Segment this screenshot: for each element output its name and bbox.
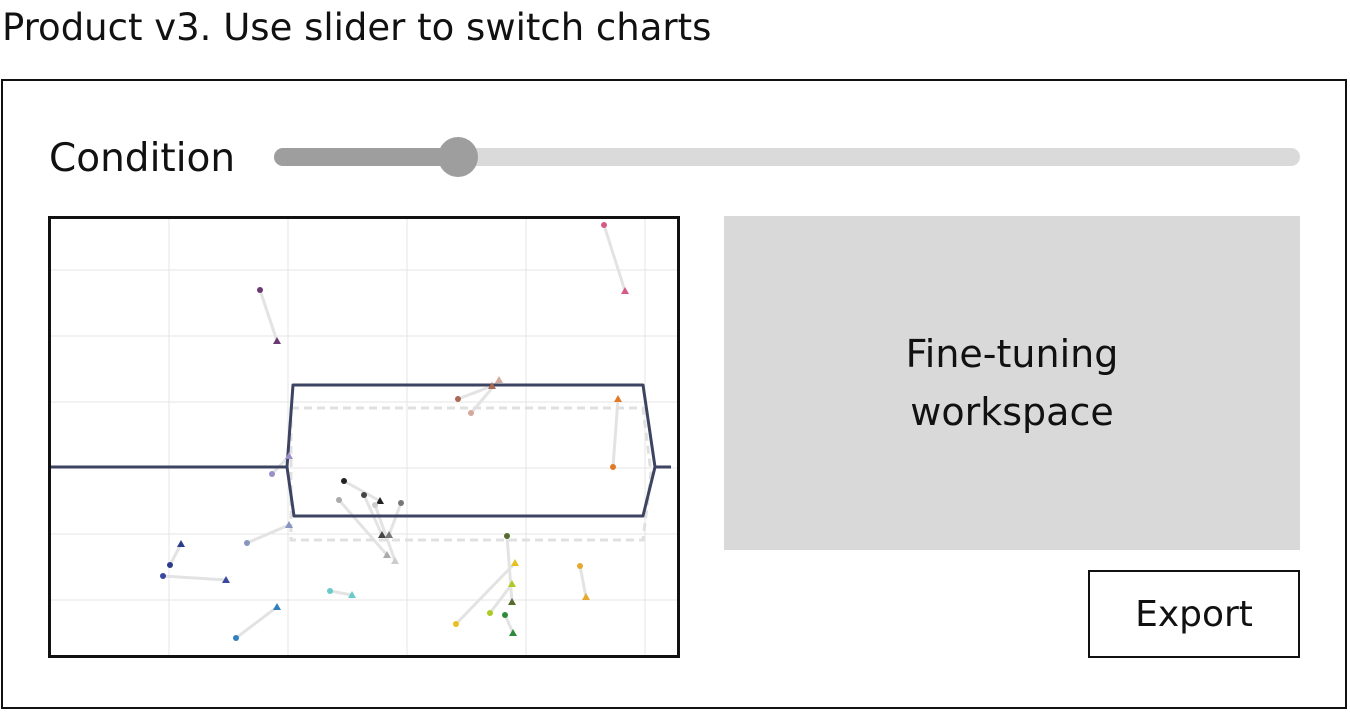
point-circle-9 [336,497,342,503]
point-triangle-1 [273,337,281,344]
point-circle-12 [167,562,173,568]
chart-boxes [51,383,671,542]
point-triangle-6 [376,497,384,504]
point-triangle-14 [348,591,356,598]
point-circle-18 [487,610,493,616]
chart-links [162,224,627,640]
condition-label: Condition [49,136,236,181]
pair-link-10 [373,504,397,562]
point-triangle-16 [508,598,516,605]
point-circle-6 [341,478,347,484]
point-circle-3 [468,410,474,416]
slider-track[interactable] [274,148,1300,166]
point-circle-7 [361,492,367,498]
point-circle-4 [610,464,616,470]
point-circle-10 [372,502,378,508]
point-triangle-4 [614,395,622,402]
point-circle-17 [453,621,459,627]
app-frame [1,79,1347,709]
point-circle-1 [257,287,263,293]
chart-panel [48,216,680,658]
point-triangle-11 [285,521,293,528]
point-triangle-12 [177,540,185,547]
pair-link-11 [246,523,290,545]
point-circle-20 [577,563,583,569]
pair-link-18 [488,583,514,614]
dashed-box [289,406,653,542]
pair-link-0 [602,224,627,292]
point-triangle-9 [383,551,391,558]
point-triangle-7 [378,531,386,538]
pair-link-12 [168,543,183,566]
slider-fill [274,148,458,166]
point-triangle-8 [385,531,393,538]
pair-link-17 [454,561,517,626]
point-triangle-5 [285,452,293,459]
point-circle-5 [269,471,275,477]
pair-link-6 [343,479,381,503]
point-circle-8 [398,500,404,506]
point-circle-19 [502,612,508,618]
point-circle-16 [504,533,510,539]
fine-tuning-workspace[interactable]: Fine-tuning workspace [724,216,1300,550]
point-triangle-0 [621,287,629,294]
pair-link-2 [457,384,493,401]
pair-link-19 [503,614,515,634]
point-circle-11 [244,540,250,546]
point-circle-14 [327,588,333,594]
pair-link-15 [235,605,278,640]
pair-link-14 [329,589,353,597]
export-button[interactable]: Export [1088,570,1300,658]
pair-link-20 [578,565,588,598]
point-circle-2 [455,396,461,402]
point-triangle-15 [273,603,281,610]
condition-slider[interactable] [274,137,1300,177]
slider-thumb[interactable] [438,137,478,177]
point-triangle-2 [488,382,496,389]
point-circle-0 [601,222,607,228]
point-circle-15 [233,635,239,641]
point-triangle-20 [582,593,590,600]
pair-link-9 [337,499,389,556]
point-circle-13 [160,573,166,579]
pair-link-8 [387,502,403,536]
pair-link-1 [258,289,279,342]
pair-link-13 [162,574,227,582]
point-triangle-13 [222,576,230,583]
export-button-label: Export [1135,593,1253,635]
scatter-chart [51,219,677,655]
point-triangle-19 [509,629,517,636]
point-triangle-3 [495,376,503,383]
point-triangle-10 [391,557,399,564]
chart-marks [160,222,629,641]
workspace-label: Fine-tuning workspace [905,332,1119,434]
point-triangle-17 [511,559,519,566]
point-triangle-18 [508,580,516,587]
pair-link-4 [611,398,620,468]
outline-box [51,383,671,518]
page-title: Product v3. Use slider to switch charts [2,6,712,49]
